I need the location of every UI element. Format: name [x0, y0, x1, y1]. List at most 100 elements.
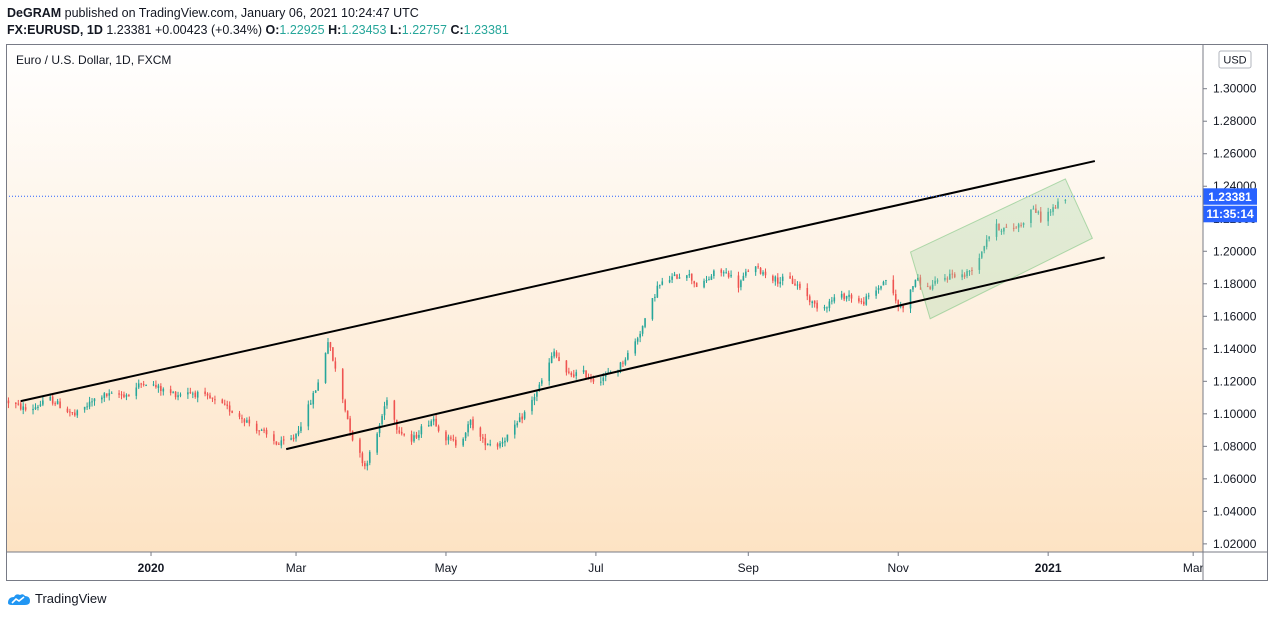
- candle-body: [447, 436, 450, 441]
- candle-body: [226, 404, 229, 406]
- price-chart[interactable]: 1.02000 1.04000 1.06000 1.08000 1.10000 1.120…: [6, 44, 1268, 581]
- candle-body: [187, 392, 189, 395]
- candle-body: [713, 270, 715, 276]
- candle-body: [24, 407, 27, 410]
- candle-body: [762, 272, 764, 275]
- candle-body: [708, 279, 710, 281]
- candle-body: [745, 271, 747, 276]
- candle-body: [538, 384, 541, 392]
- currency-badge[interactable]: [1218, 50, 1252, 69]
- candle-body: [673, 274, 676, 276]
- candle-body: [671, 276, 673, 280]
- small-channel-box[interactable]: [909, 178, 1094, 320]
- candle-body: [971, 270, 973, 272]
- candle-body: [361, 453, 364, 464]
- candle-body: [659, 284, 661, 286]
- time-tick-label: May: [435, 561, 458, 575]
- candle-body: [368, 451, 371, 463]
- time-tick-label: Nov: [888, 561, 909, 575]
- candle-body: [19, 403, 22, 410]
- candle-body: [196, 391, 199, 398]
- upper-trendline[interactable]: [20, 160, 1096, 403]
- candle-body: [1000, 230, 1003, 232]
- candle-body: [381, 415, 383, 425]
- candle-body: [988, 236, 990, 239]
- candle-body: [204, 391, 206, 395]
- candle-body: [944, 277, 946, 280]
- time-tick-label: Mar: [1183, 561, 1204, 575]
- candle-body: [644, 318, 646, 327]
- publish-line: DeGRAM published on TradingView.com, Jan…: [7, 5, 509, 22]
- time-axis[interactable]: 2020 Mar May Jul Sep Nov 2021 Mar: [138, 552, 1204, 575]
- candle-body: [479, 427, 482, 437]
- candle-body: [189, 392, 192, 394]
- candle-body: [248, 419, 251, 424]
- candle-body: [192, 393, 194, 395]
- candle-body: [533, 397, 536, 401]
- lower-trendline[interactable]: [285, 256, 1105, 451]
- candle-body: [103, 393, 106, 398]
- candle-body: [1032, 208, 1035, 210]
- tradingview-logo-icon[interactable]: [7, 592, 31, 606]
- candle-body: [140, 383, 142, 385]
- candle-body: [740, 280, 742, 288]
- candle-body: [59, 401, 61, 409]
- candle-body: [627, 352, 629, 360]
- candle-body: [518, 417, 521, 423]
- candle-body: [705, 280, 708, 282]
- candle-body: [600, 381, 602, 383]
- candle-body: [585, 370, 587, 378]
- candle-body: [776, 277, 779, 284]
- candle-body: [427, 425, 430, 427]
- candle-body: [504, 440, 506, 443]
- candle-body: [1030, 209, 1032, 224]
- candle-body: [813, 300, 816, 304]
- candle-body: [273, 434, 275, 442]
- candle-body: [110, 392, 113, 394]
- candle-body: [951, 273, 954, 275]
- candle-body: [152, 384, 155, 386]
- candle-body: [720, 269, 723, 273]
- candle-body: [725, 272, 727, 274]
- candle-body: [7, 400, 10, 404]
- candle-body: [516, 423, 519, 426]
- candle-body: [344, 400, 346, 411]
- candle-body: [258, 430, 260, 432]
- candle-body: [231, 411, 233, 413]
- symbol-label: FX:EURUSD, 1D: [7, 23, 103, 37]
- price-tick-label: 1.28000: [1213, 114, 1257, 128]
- candle-body: [243, 419, 246, 423]
- candle-body: [278, 443, 280, 445]
- candle-body: [366, 463, 369, 467]
- candle-body: [484, 438, 487, 446]
- time-tick-label: 2020: [138, 561, 165, 575]
- brand-name[interactable]: TradingView: [35, 591, 107, 606]
- candle-body: [157, 385, 160, 388]
- open-value: 1.22925: [279, 23, 325, 37]
- candle-body: [850, 294, 853, 299]
- candle-body: [757, 266, 759, 268]
- author-name[interactable]: DeGRAM: [7, 6, 62, 20]
- price-axis[interactable]: 1.02000 1.04000 1.06000 1.08000 1.10000 1.120…: [1203, 82, 1257, 551]
- candle-body: [469, 419, 472, 425]
- candle-body: [324, 352, 327, 383]
- candle-body: [128, 395, 130, 397]
- candle-body: [1049, 211, 1052, 213]
- candle-body: [575, 372, 578, 376]
- candle-body: [949, 273, 951, 280]
- candle-body: [32, 408, 34, 411]
- candle-body: [796, 284, 799, 286]
- low-value: 1.22757: [401, 23, 447, 37]
- candle-body: [432, 418, 435, 422]
- chart-container[interactable]: 1.02000 1.04000 1.06000 1.08000 1.10000 1.120…: [6, 44, 1268, 581]
- candle-body: [454, 439, 457, 446]
- candle-body: [482, 437, 484, 439]
- candle-body: [155, 384, 157, 388]
- candle-body: [137, 383, 140, 388]
- candle-body: [349, 418, 351, 432]
- candle-body: [568, 371, 570, 373]
- candle-body: [1035, 208, 1037, 213]
- candle-body: [1047, 211, 1049, 222]
- candle-body: [909, 289, 912, 309]
- candles-layer: [7, 198, 1067, 471]
